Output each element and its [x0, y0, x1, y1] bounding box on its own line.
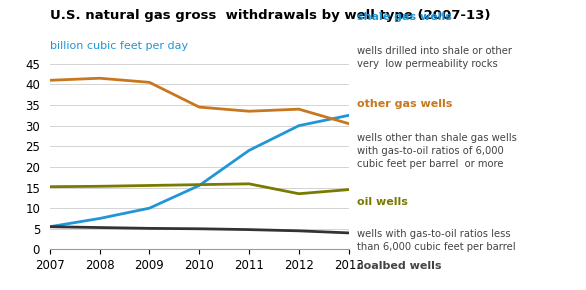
Text: shale gas wells: shale gas wells — [357, 12, 452, 21]
Text: billion cubic feet per day: billion cubic feet per day — [50, 41, 188, 50]
Text: wells other than shale gas wells
with gas-to-oil ratios of 6,000
cubic feet per : wells other than shale gas wells with ga… — [357, 133, 517, 169]
Text: U.S. natural gas gross  withdrawals by well type (2007-13): U.S. natural gas gross withdrawals by we… — [50, 9, 490, 22]
Text: wells drilled into shale or other
very  low permeability rocks: wells drilled into shale or other very l… — [357, 46, 513, 69]
Text: wells with gas-to-oil ratios less
than 6,000 cubic feet per barrel: wells with gas-to-oil ratios less than 6… — [357, 229, 516, 252]
Text: coalbed wells: coalbed wells — [357, 261, 442, 271]
Text: other gas wells: other gas wells — [357, 99, 453, 108]
Text: oil wells: oil wells — [357, 197, 408, 207]
